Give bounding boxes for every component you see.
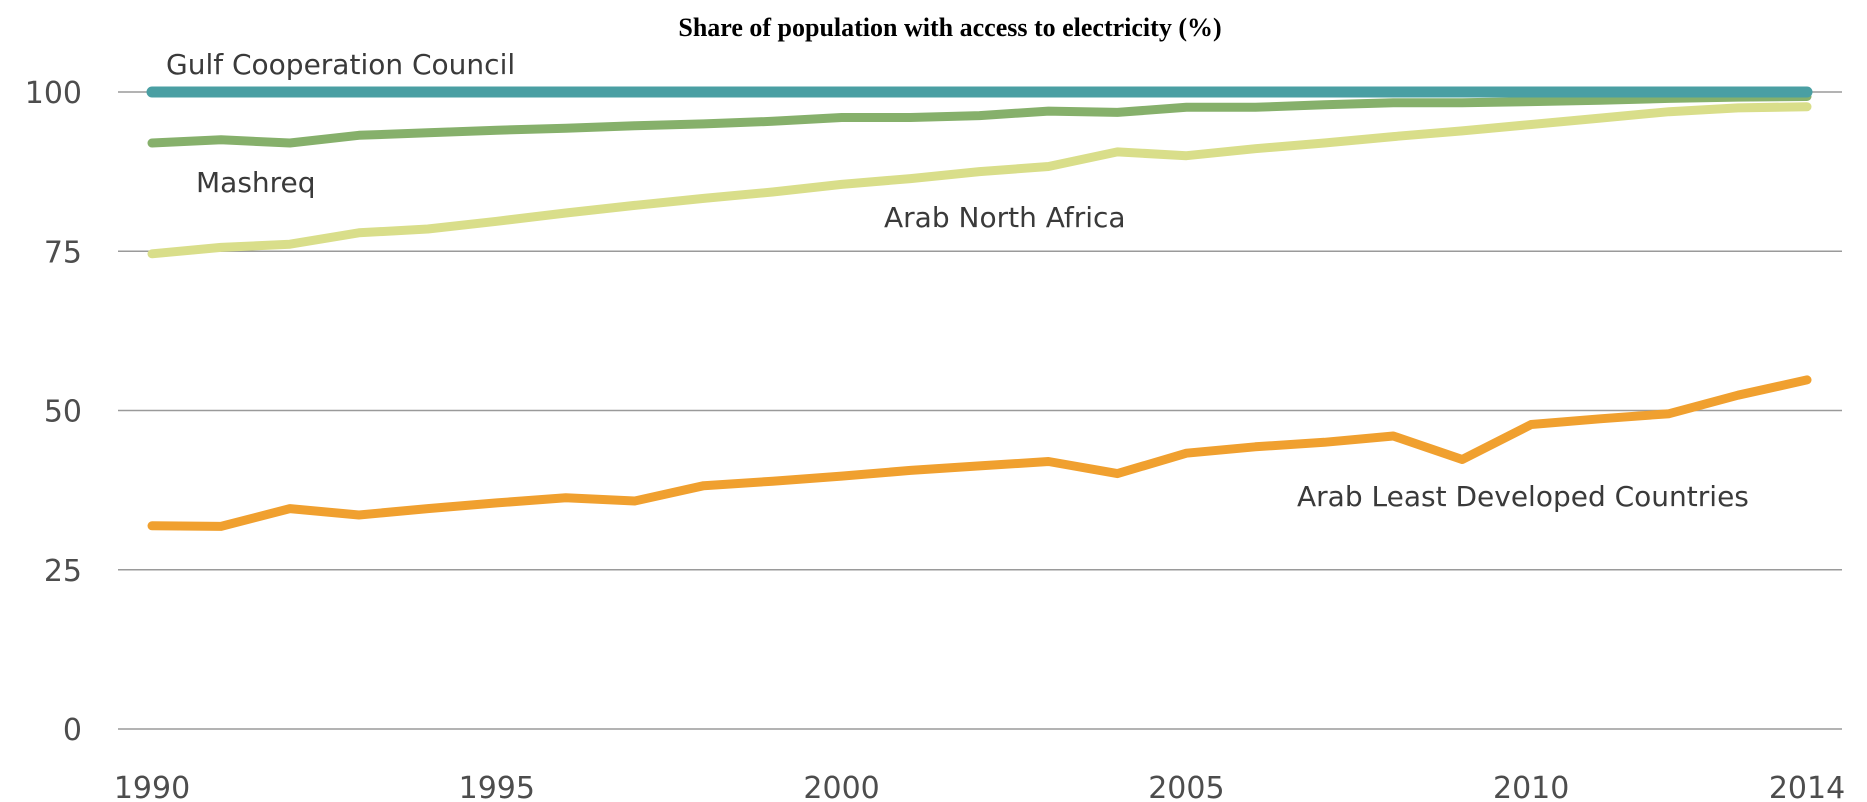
y-tick-label: 0 <box>63 713 82 748</box>
x-tick-label: 2010 <box>1493 771 1569 802</box>
chart-title: Share of population with access to elect… <box>678 13 1221 42</box>
x-tick-label: 1990 <box>114 771 190 802</box>
x-axis-ticks: 1990 1995 2000 2005 2010 2014 <box>114 771 1845 802</box>
series-line-arab-least-developed-countries <box>147 375 1812 531</box>
series-lines <box>146 86 1813 531</box>
x-tick-label: 2005 <box>1148 771 1224 802</box>
x-tick-label: 1995 <box>459 771 535 802</box>
series-labels: Gulf Cooperation Council Mashreq Arab No… <box>166 48 1749 513</box>
y-tick-label: 75 <box>44 235 82 270</box>
series-label-mashreq: Mashreq <box>196 166 316 199</box>
x-tick-label: 2014 <box>1769 771 1845 802</box>
y-tick-label: 25 <box>44 554 82 589</box>
y-tick-label: 100 <box>25 76 82 111</box>
y-tick-label: 50 <box>44 395 82 430</box>
y-axis-ticks: 0 25 50 75 100 <box>25 76 82 748</box>
x-tick-label: 2000 <box>803 771 879 802</box>
series-label-arab-least-developed-countries: Arab Least Developed Countries <box>1297 480 1749 513</box>
series-line-arab-north-africa <box>147 102 1812 259</box>
gridlines <box>118 91 1842 730</box>
series-line-mashreq <box>147 92 1812 148</box>
series-label-arab-north-africa: Arab North Africa <box>884 201 1126 234</box>
series-label-gulf-cooperation-council: Gulf Cooperation Council <box>166 48 515 81</box>
